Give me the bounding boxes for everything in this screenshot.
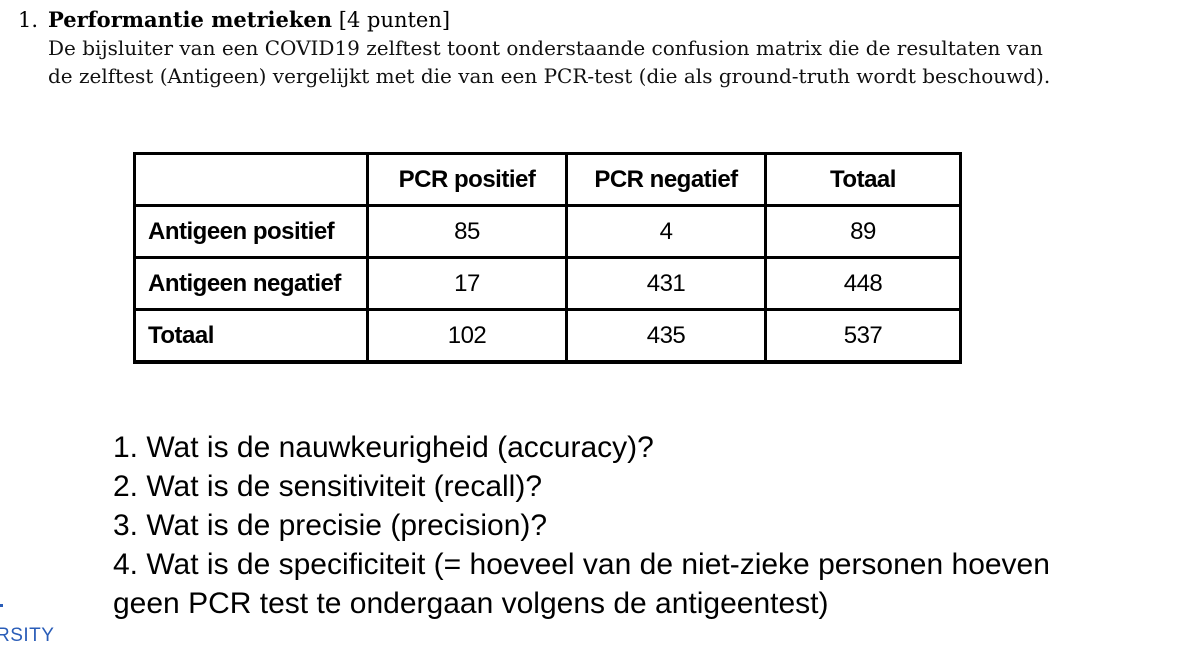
table-cell: 435 xyxy=(565,308,767,364)
confusion-matrix-table: PCR positief PCR negatief Totaal Antigee… xyxy=(133,152,962,364)
question-list: 1. Wat is de nauwkeurigheid (accuracy)? … xyxy=(113,428,1173,623)
exercise-description: De bijsluiter van een COVID19 zelftest t… xyxy=(48,34,1118,90)
table-cell: 102 xyxy=(366,308,568,364)
table-cell: 448 xyxy=(764,256,962,311)
question-item: 3. Wat is de precisie (precision)? xyxy=(113,509,548,542)
table-row: Antigeen positief 85 4 89 xyxy=(133,204,962,259)
row-header-antigen-positive: Antigeen positief xyxy=(133,204,369,259)
table-cell: 537 xyxy=(764,308,962,364)
question-item: 1. Wat is de nauwkeurigheid (accuracy)? xyxy=(113,431,654,464)
column-header-pcr-negative: PCR negatief xyxy=(565,152,767,207)
table-header-row: PCR positief PCR negatief Totaal xyxy=(133,152,962,207)
question-item-continuation: geen PCR test te ondergaan volgens de an… xyxy=(113,587,829,620)
table-row: Totaal 102 435 537 xyxy=(133,308,962,364)
logo-mark-icon xyxy=(0,604,3,607)
description-line: De bijsluiter van een COVID19 zelftest t… xyxy=(48,36,1043,60)
exercise-title: Performantie metrieken xyxy=(48,7,333,32)
table-cell: 4 xyxy=(565,204,767,259)
table-cell: 89 xyxy=(764,204,962,259)
question-item: 4. Wat is de specificiteit (= hoeveel va… xyxy=(113,548,1050,581)
question-item: 2. Wat is de sensitiviteit (recall)? xyxy=(113,470,543,503)
exercise-block: 1. Performantie metrieken [4 punten] De b… xyxy=(18,6,1118,90)
row-header-antigen-negative: Antigeen negatief xyxy=(133,256,369,311)
table-cell: 17 xyxy=(366,256,568,311)
university-logo-text: RSITY xyxy=(0,625,55,646)
column-header-total: Totaal xyxy=(764,152,962,207)
column-header-pcr-positive: PCR positief xyxy=(366,152,568,207)
exercise-number: 1. xyxy=(18,8,39,32)
table-row: Antigeen negatief 17 431 448 xyxy=(133,256,962,311)
table-cell: 431 xyxy=(565,256,767,311)
exercise-points: [4 punten] xyxy=(338,8,451,32)
description-line: de zelftest (Antigeen) vergelijkt met di… xyxy=(48,64,1051,88)
table-corner-cell xyxy=(133,152,369,207)
row-header-total: Totaal xyxy=(133,308,369,364)
exercise-heading: 1. Performantie metrieken [4 punten] xyxy=(18,6,1118,34)
table-cell: 85 xyxy=(366,204,568,259)
